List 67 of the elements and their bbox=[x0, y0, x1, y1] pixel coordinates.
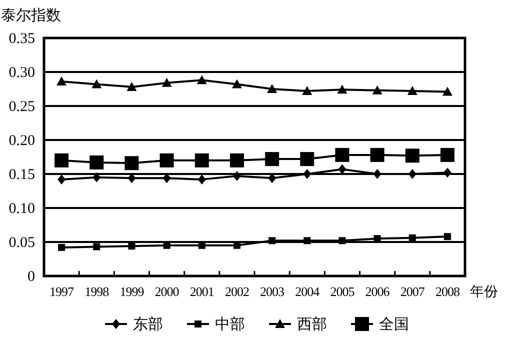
legend-label: 东部 bbox=[133, 316, 163, 333]
point bbox=[230, 153, 244, 168]
y-tick-label: 0.30 bbox=[8, 65, 35, 81]
point bbox=[444, 233, 451, 240]
point bbox=[93, 243, 100, 250]
point bbox=[198, 174, 206, 184]
x-tick-label: 2003 bbox=[260, 284, 284, 299]
point bbox=[92, 172, 101, 182]
y-tick-label: 0.15 bbox=[8, 167, 35, 183]
point bbox=[92, 79, 102, 88]
point bbox=[194, 153, 209, 168]
point bbox=[232, 171, 241, 182]
x-tick-label: 2006 bbox=[365, 284, 390, 299]
point bbox=[128, 242, 136, 250]
y-tick-label: 0 bbox=[28, 269, 35, 285]
y-tick-label: 0.20 bbox=[8, 133, 35, 149]
point bbox=[162, 78, 172, 87]
point bbox=[337, 84, 348, 94]
point bbox=[265, 152, 280, 166]
point bbox=[408, 169, 416, 179]
point bbox=[124, 156, 139, 170]
x-axis-title: 年份 bbox=[470, 284, 498, 300]
x-tick-label: 2007 bbox=[400, 284, 426, 299]
point bbox=[304, 237, 311, 244]
x-tick-label: 2005 bbox=[330, 284, 354, 299]
point bbox=[372, 85, 382, 94]
point bbox=[442, 86, 452, 96]
y-axis-title: 泰尔指数 bbox=[1, 7, 61, 24]
point bbox=[300, 152, 314, 166]
point bbox=[405, 148, 420, 163]
point bbox=[58, 174, 66, 184]
y-tick-label: 0.35 bbox=[8, 31, 35, 47]
x-tick-label: 2000 bbox=[154, 284, 179, 299]
point bbox=[408, 234, 416, 242]
point bbox=[302, 86, 312, 96]
point bbox=[267, 84, 278, 93]
point bbox=[370, 148, 384, 162]
point bbox=[268, 237, 276, 244]
x-tick-label: 1998 bbox=[84, 284, 109, 299]
point bbox=[58, 244, 66, 251]
y-tick-label: 0.05 bbox=[8, 235, 35, 251]
x-tick-label: 1999 bbox=[120, 284, 144, 299]
x-tick-label: 2004 bbox=[295, 284, 320, 299]
point bbox=[338, 237, 346, 244]
point bbox=[440, 148, 454, 162]
x-tick-label: 2008 bbox=[435, 284, 460, 299]
point bbox=[56, 76, 67, 86]
point bbox=[160, 153, 174, 168]
legend-label: 全国 bbox=[379, 316, 409, 333]
point bbox=[373, 169, 382, 179]
point bbox=[126, 82, 137, 91]
point bbox=[196, 75, 207, 84]
point bbox=[54, 153, 69, 168]
point bbox=[338, 164, 346, 174]
point bbox=[303, 169, 312, 179]
x-tick-label: 2002 bbox=[224, 284, 249, 299]
x-tick-label: 1997 bbox=[50, 284, 75, 299]
x-tick-label: 2001 bbox=[190, 284, 214, 299]
point bbox=[407, 86, 418, 96]
y-tick-label: 0.25 bbox=[8, 99, 35, 115]
point bbox=[90, 155, 104, 170]
point bbox=[443, 168, 452, 178]
point bbox=[335, 148, 350, 162]
legend-label: 中部 bbox=[215, 316, 245, 333]
y-tick-label: 0.10 bbox=[8, 201, 35, 217]
legend-label: 西部 bbox=[297, 316, 327, 333]
point bbox=[232, 79, 242, 88]
